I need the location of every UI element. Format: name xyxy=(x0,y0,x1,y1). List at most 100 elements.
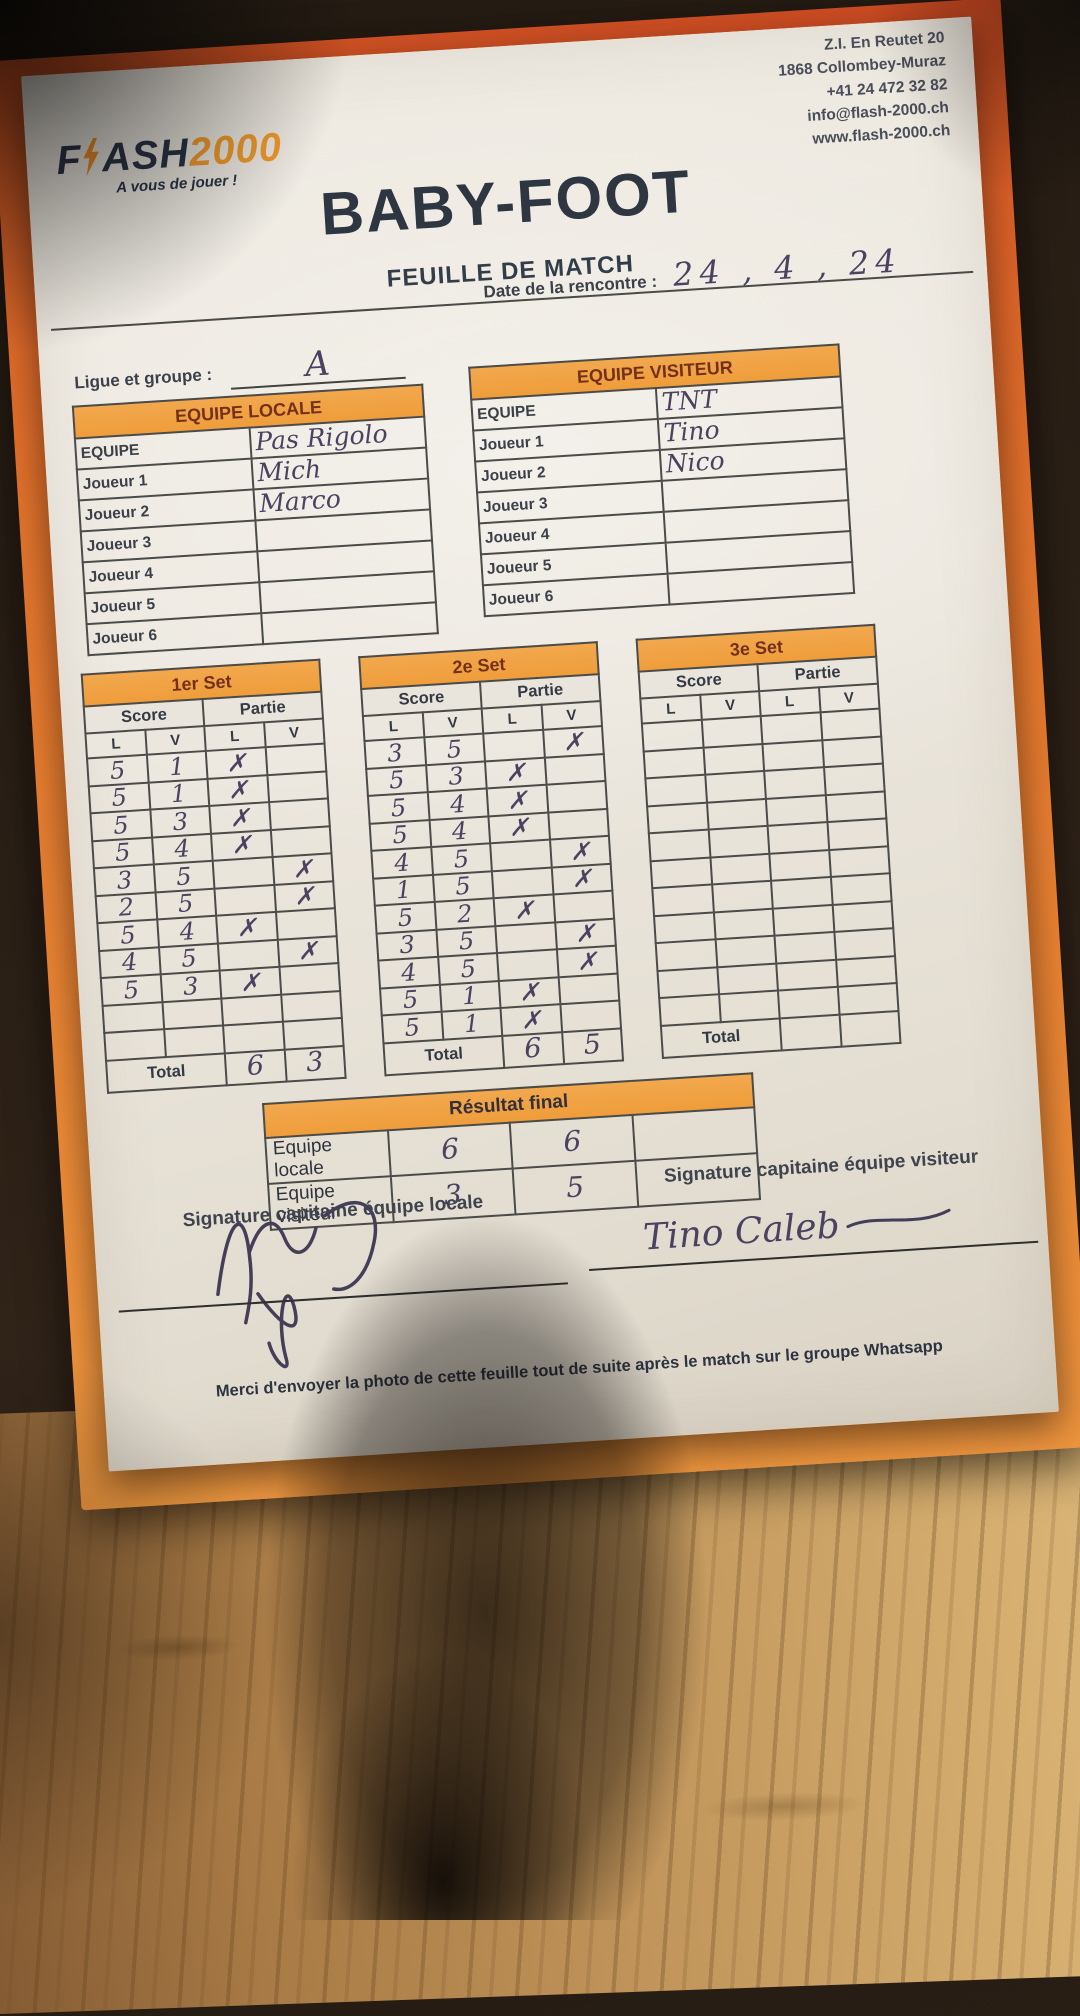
score-l-cell xyxy=(645,774,707,806)
partie-v-cell: ✗ xyxy=(272,853,334,885)
score-l-cell xyxy=(659,994,721,1026)
partie-v-cell: ✗ xyxy=(549,835,611,868)
total-label: Total xyxy=(106,1052,227,1093)
partie-l-cell xyxy=(214,884,276,916)
score-l-cell xyxy=(643,747,705,779)
final-set1-cell: 6 xyxy=(387,1122,513,1177)
partie-l-cell xyxy=(491,867,553,899)
score-l-cell xyxy=(102,1001,164,1033)
score-l-cell: 5 xyxy=(87,754,149,786)
partie-v-cell xyxy=(266,770,328,803)
score-v-cell: 3 xyxy=(425,760,487,793)
set-table-2e: 2e Set Score Partie L V L V 3 5 ✗ xyxy=(358,641,624,1076)
score-l-cell: 5 xyxy=(381,1011,443,1043)
total-l-cell: 6 xyxy=(502,1031,564,1068)
score-v-cell: 5 xyxy=(432,870,494,902)
score-v-cell xyxy=(706,798,768,830)
partie-v-cell xyxy=(275,908,337,940)
partie-l-cell xyxy=(760,712,822,744)
total-v-cell: 5 xyxy=(561,1027,624,1064)
score-l-cell: 5 xyxy=(97,919,159,951)
partie-v-cell xyxy=(820,708,882,740)
score-l-cell xyxy=(647,802,709,834)
score-l-cell: 3 xyxy=(364,737,426,769)
score-v-cell: 5 xyxy=(423,733,485,765)
logo-text-ash: ASH xyxy=(100,130,191,181)
partie-l-cell: ✗ xyxy=(488,812,550,844)
total-v-cell xyxy=(839,1010,901,1047)
score-v-cell xyxy=(701,716,763,748)
partie-v-cell xyxy=(821,736,883,768)
col-v: V xyxy=(422,708,484,738)
partie-l-cell: ✗ xyxy=(500,1004,562,1036)
team-table-visitor: EQUIPE VISITEUR EQUIPE TNT Joueur 1 Tino… xyxy=(468,343,855,617)
score-v-cell xyxy=(716,963,778,995)
score-l-cell xyxy=(655,939,717,971)
col-v: V xyxy=(263,718,325,748)
score-v-cell xyxy=(709,853,772,885)
league-label: Ligue et groupe : xyxy=(73,364,213,393)
score-v-cell xyxy=(704,770,766,803)
partie-l-cell xyxy=(217,939,279,971)
total-label: Total xyxy=(660,1017,782,1058)
partie-v-cell xyxy=(826,818,889,850)
partie-v-cell: ✗ xyxy=(273,880,335,912)
partie-l-cell xyxy=(764,767,826,799)
partie-v-cell xyxy=(552,890,615,922)
partie-v-cell xyxy=(268,798,330,830)
partie-l-cell: ✗ xyxy=(216,911,278,944)
partie-l-cell: ✗ xyxy=(484,757,547,789)
partie-v-cell xyxy=(270,825,332,858)
league-underline: A xyxy=(228,336,407,390)
score-l-cell xyxy=(104,1029,166,1061)
partie-v-cell xyxy=(823,763,885,795)
col-v: V xyxy=(144,726,206,755)
partie-l-cell: ✗ xyxy=(210,829,273,861)
team-table-local: EQUIPE LOCALE EQUIPE Pas Rigolo Joueur 1… xyxy=(72,384,439,657)
partie-l-cell xyxy=(497,949,559,981)
col-l: L xyxy=(204,722,266,751)
score-l-cell: 4 xyxy=(371,847,433,879)
partie-v-cell xyxy=(837,983,899,1015)
partie-l-cell: ✗ xyxy=(209,802,271,834)
score-l-cell: 4 xyxy=(99,946,161,979)
col-l: L xyxy=(481,704,543,734)
partie-v-cell xyxy=(282,1017,344,1050)
partie-v-cell xyxy=(828,845,890,878)
score-l-cell: 5 xyxy=(380,984,442,1016)
score-v-cell: 1 xyxy=(146,750,208,783)
score-v-cell: 2 xyxy=(434,898,496,930)
partie-l-cell: ✗ xyxy=(498,976,560,1009)
signature-local-handwriting xyxy=(171,1171,433,1381)
score-l-cell xyxy=(648,829,710,861)
score-v-cell xyxy=(708,825,770,858)
score-l-cell xyxy=(652,884,714,916)
score-v-cell: 4 xyxy=(156,915,218,947)
partie-v-cell: ✗ xyxy=(554,918,616,950)
partie-v-cell xyxy=(558,973,620,1005)
partie-v-cell xyxy=(833,928,895,960)
partie-v-cell: ✗ xyxy=(277,935,339,967)
partie-l-cell xyxy=(767,822,829,854)
partie-l-cell xyxy=(762,739,824,771)
col-l: L xyxy=(362,712,424,742)
score-l-cell: 5 xyxy=(366,764,428,796)
score-v-cell: 5 xyxy=(437,953,499,985)
score-l-cell: 3 xyxy=(376,929,438,961)
logo-text-2000: 2000 xyxy=(187,125,284,175)
partie-l-cell xyxy=(212,857,274,889)
partie-l-cell xyxy=(769,849,831,881)
score-v-cell: 5 xyxy=(430,843,492,875)
score-v-cell xyxy=(711,880,773,912)
col-l: L xyxy=(640,694,702,724)
partie-v-cell xyxy=(835,955,897,987)
partie-v-cell xyxy=(825,790,887,823)
partie-v-cell xyxy=(546,780,608,813)
partie-l-cell xyxy=(777,986,840,1018)
score-l-cell: 1 xyxy=(373,874,435,906)
score-v-cell: 1 xyxy=(148,778,210,810)
partie-v-cell: ✗ xyxy=(551,863,613,895)
partie-l-cell: ✗ xyxy=(219,966,281,999)
partie-l-cell xyxy=(765,794,827,826)
partie-l-cell xyxy=(223,1021,285,1053)
